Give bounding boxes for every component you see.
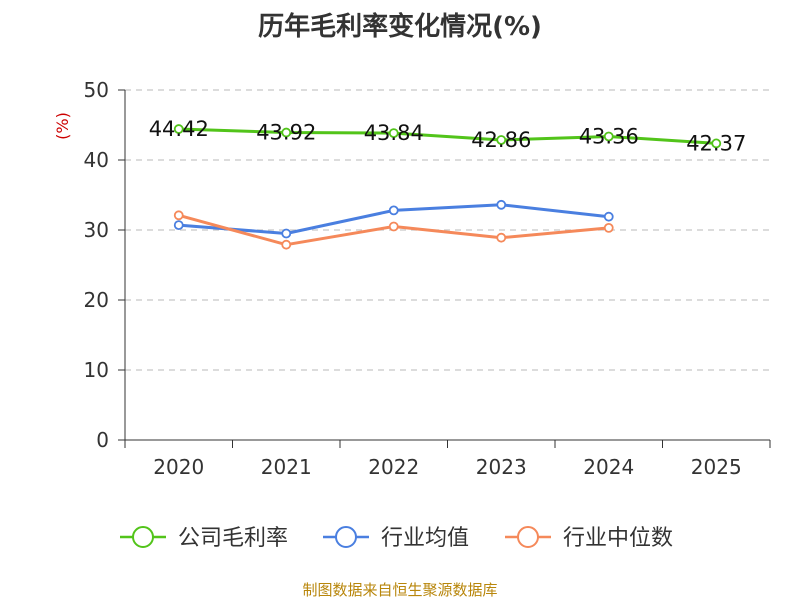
legend-marker — [132, 526, 154, 548]
legend-label: 行业均值 — [381, 526, 469, 551]
source-footer: 制图数据来自恒生聚源数据库 — [302, 581, 498, 599]
data-label: 43.92 — [256, 121, 316, 145]
chart-title: 历年毛利率变化情况(%) — [258, 12, 542, 42]
data-point — [173, 220, 184, 231]
legend-label: 行业中位数 — [563, 526, 673, 551]
data-labels: 44.42 43.92 43.84 42.86 43.36 42.37 — [149, 117, 747, 155]
data-label: 44.42 — [149, 117, 209, 141]
data-point — [496, 199, 507, 210]
y-tick-label: 30 — [84, 218, 109, 242]
data-point — [173, 124, 184, 134]
data-point — [603, 222, 614, 233]
data-point — [281, 127, 292, 138]
x-tick-label: 2023 — [476, 455, 527, 479]
data-label: 43.84 — [364, 121, 424, 145]
data-point — [603, 131, 614, 142]
legend-marker — [335, 526, 357, 548]
x-tick-label: 2021 — [261, 455, 312, 479]
legend-marker — [517, 526, 539, 548]
y-unit-label: (%) — [53, 112, 72, 140]
data-point — [711, 138, 722, 149]
y-tick-label: 10 — [84, 358, 109, 382]
legend-label: 公司毛利率 — [178, 526, 288, 551]
legend: 公司毛利率 行业均值 行业中位数 — [120, 526, 673, 551]
y-tick-label: 0 — [96, 428, 109, 452]
x-tick-label: 2022 — [368, 455, 419, 479]
grid-lines — [125, 89, 770, 371]
data-label: 43.36 — [579, 124, 639, 148]
series-lines — [173, 124, 722, 250]
data-point — [281, 239, 292, 250]
data-point — [388, 205, 399, 216]
data-label: 42.86 — [471, 128, 531, 152]
data-point — [496, 135, 507, 145]
x-tick-label: 2024 — [583, 455, 634, 479]
data-point — [603, 211, 614, 222]
series-line — [178, 127, 717, 145]
data-point — [388, 221, 399, 232]
data-label: 42.37 — [686, 131, 746, 155]
data-point — [281, 228, 292, 239]
axes: 0 10 20 30 40 50 2020 2021 2022 2023 2024 2025 — [84, 78, 771, 479]
data-point — [496, 232, 507, 243]
y-tick-label: 20 — [84, 288, 109, 312]
y-tick-label: 50 — [84, 78, 109, 102]
x-tick-label: 2020 — [153, 455, 204, 479]
data-point — [173, 210, 184, 221]
y-tick-label: 40 — [84, 148, 109, 172]
data-point — [388, 128, 399, 139]
x-tick-label: 2025 — [691, 455, 742, 479]
